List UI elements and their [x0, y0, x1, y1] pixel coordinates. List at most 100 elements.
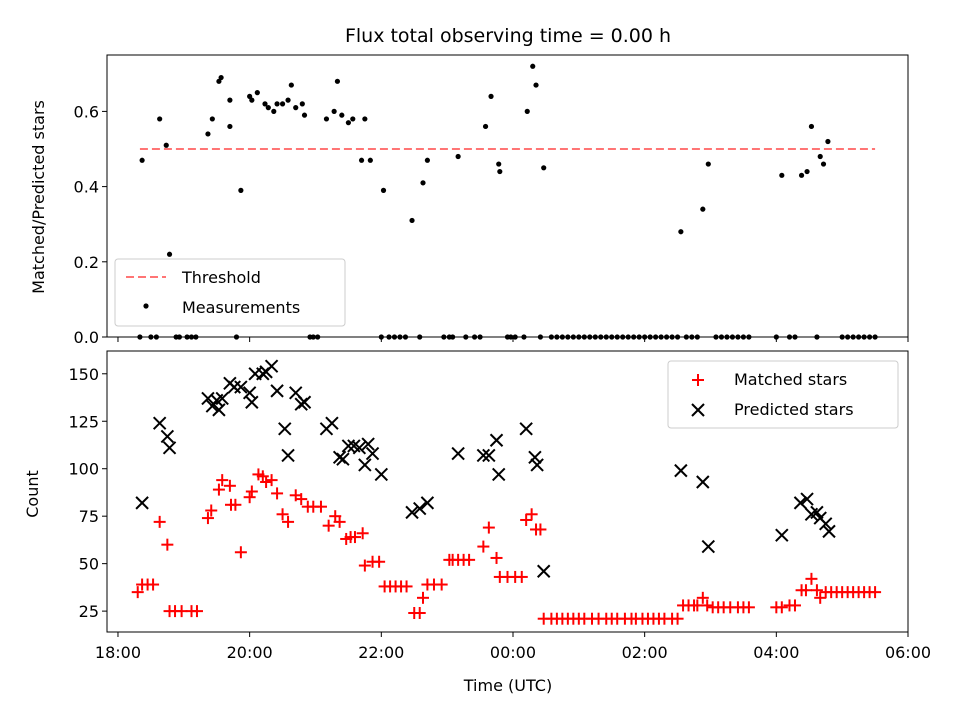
x-tick-label: 04:00 — [753, 643, 799, 662]
measurement-point — [559, 334, 565, 340]
measurement-point — [482, 123, 489, 130]
bottom-y-tick-label: 50 — [79, 555, 99, 574]
matched-stars-point — [799, 584, 812, 597]
predicted-stars-point — [701, 539, 716, 554]
predicted-x-b — [352, 441, 367, 455]
measurement-point — [861, 334, 867, 340]
measurement-point — [713, 334, 719, 340]
measurement-point — [614, 334, 620, 340]
measurement-point — [678, 229, 684, 235]
predicted-x-b — [361, 437, 375, 451]
bottom-y-tick-label: 75 — [79, 507, 99, 526]
matched-stars-point — [205, 504, 218, 517]
predicted-stars-point — [162, 441, 177, 455]
predicted-stars-point — [492, 467, 506, 482]
matched-stars-point — [814, 591, 827, 604]
measurement-point — [471, 334, 478, 340]
measurement-point — [565, 334, 571, 340]
top-y-tick-label: 0.4 — [74, 178, 99, 197]
measurement-point — [163, 142, 169, 148]
predicted-x-b — [135, 496, 149, 510]
matched-stars-point — [314, 500, 327, 513]
measurement-point — [808, 123, 815, 130]
predicted-stars-point — [451, 446, 465, 461]
measurement-point — [724, 334, 730, 340]
bottom-y-tick-label: 150 — [68, 365, 99, 384]
x-tick-label: 22:00 — [358, 643, 404, 662]
measurement-point — [576, 334, 582, 340]
measurement-point — [254, 90, 260, 96]
predicted-x-b — [482, 448, 496, 463]
x-tick-label: 00:00 — [490, 643, 536, 662]
predicted-stars-point — [365, 446, 380, 461]
matched-stars-point — [742, 601, 755, 614]
legend-label-measurements: Measurements — [182, 298, 300, 317]
matched-stars-point — [234, 546, 247, 559]
predicted-x-b — [451, 446, 465, 461]
measurement-point — [455, 153, 461, 160]
predicted-x-b — [537, 564, 551, 578]
matched-stars-point — [490, 551, 503, 564]
matched-stars-point — [696, 591, 709, 604]
top-y-tick-label: 0.2 — [74, 253, 99, 272]
measurement-point — [345, 120, 351, 126]
measurement-point — [271, 108, 277, 114]
top-chart-title: Flux total observing time = 0.00 h — [345, 25, 671, 47]
predicted-x-b — [215, 391, 229, 406]
measurement-point — [184, 334, 190, 340]
measurement-point — [137, 334, 143, 340]
measurement-point — [227, 97, 233, 103]
top-legend-box — [114, 258, 346, 327]
matched-stars-point — [212, 483, 225, 496]
predicted-x-b — [405, 505, 419, 520]
matched-stars-point — [161, 538, 174, 551]
measurement-point — [683, 334, 689, 340]
measurement-point — [193, 334, 199, 340]
predicted-stars-point — [528, 450, 542, 465]
matched-stars-point — [282, 515, 295, 528]
measurement-point — [358, 157, 365, 163]
predicted-x-b — [528, 450, 542, 465]
predicted-stars-point — [278, 422, 292, 436]
predicted-stars-point — [358, 458, 372, 472]
legend-label-predicted: Predicted stars — [734, 400, 854, 419]
measurement-point — [176, 334, 183, 340]
bottom-legend-box — [667, 360, 899, 429]
measurement-point — [694, 334, 700, 340]
measurement-point — [872, 334, 878, 340]
measurement-point — [866, 334, 873, 340]
measurement-point — [323, 116, 330, 122]
predicted-x-b — [212, 403, 226, 417]
measurement-point — [420, 180, 426, 186]
measurement-point — [581, 334, 587, 340]
predicted-x-b — [365, 446, 380, 461]
predicted-x-b — [818, 517, 833, 531]
matched-stars-point — [358, 559, 371, 572]
predicted-x-b — [489, 433, 504, 447]
predicted-x-b — [696, 475, 710, 489]
x-tick-label: 18:00 — [95, 643, 141, 662]
matched-stars-point — [131, 586, 144, 599]
measurement-point — [463, 334, 469, 340]
measurement-point — [139, 157, 145, 163]
bottom-y-tick-label: 125 — [68, 412, 99, 431]
measurement-point — [386, 334, 392, 340]
matched-stars-point — [260, 476, 273, 489]
predicted-stars-point — [696, 475, 710, 489]
measurement-point — [188, 334, 195, 340]
matched-stars-point — [201, 512, 214, 525]
predicted-x-b — [234, 380, 248, 394]
measurement-point — [625, 334, 631, 340]
measurement-point — [334, 78, 341, 84]
matched-stars-point — [671, 612, 684, 625]
measurement-point — [299, 101, 305, 107]
predicted-stars-point — [270, 384, 284, 398]
measurement-point — [279, 101, 286, 107]
measurement-point — [740, 334, 747, 340]
measurement-point — [598, 334, 604, 340]
measurement-point — [820, 161, 827, 167]
predicted-stars-point — [476, 448, 491, 463]
predicted-stars-point — [245, 395, 259, 409]
matched-stars-point — [435, 578, 448, 591]
